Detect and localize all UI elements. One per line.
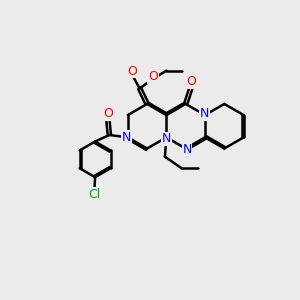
Text: O: O	[103, 107, 113, 120]
Text: O: O	[148, 70, 158, 83]
Text: O: O	[128, 65, 137, 78]
Text: N: N	[200, 107, 209, 120]
Text: O: O	[187, 75, 196, 88]
Text: Cl: Cl	[88, 188, 101, 201]
Text: N: N	[182, 142, 192, 156]
Text: N: N	[122, 131, 131, 144]
Text: N: N	[162, 132, 171, 146]
